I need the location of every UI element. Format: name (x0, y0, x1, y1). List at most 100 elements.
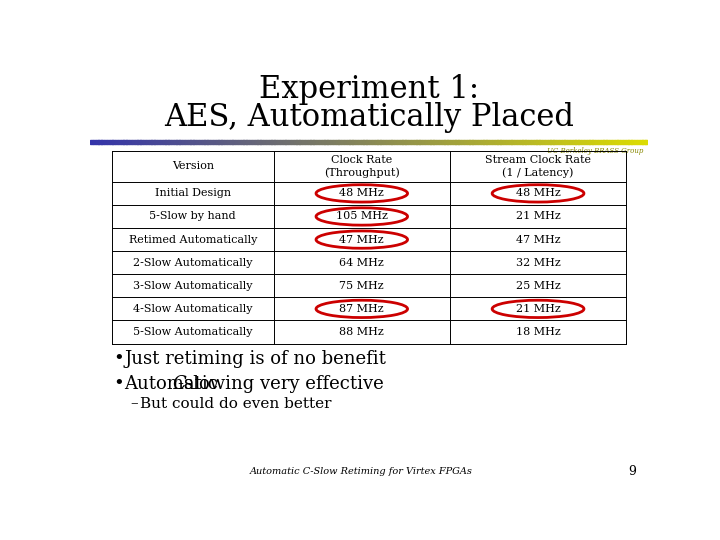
Text: AES, Automatically Placed: AES, Automatically Placed (164, 102, 574, 133)
Bar (431, 140, 433, 144)
Bar (364, 140, 366, 144)
Bar (503, 140, 506, 144)
Text: 18 MHz: 18 MHz (516, 327, 560, 337)
Bar (380, 140, 383, 144)
Bar (330, 140, 333, 144)
Bar (324, 140, 328, 144)
Bar (414, 140, 417, 144)
Bar (394, 140, 397, 144)
Bar (118, 140, 121, 144)
Text: 87 MHz: 87 MHz (340, 304, 384, 314)
Bar (124, 140, 127, 144)
Bar (310, 140, 314, 144)
Bar (171, 140, 174, 144)
Bar (481, 140, 484, 144)
Bar (534, 140, 537, 144)
Bar (163, 140, 166, 144)
Bar (243, 140, 247, 144)
Text: C: C (172, 375, 186, 393)
Bar (623, 140, 626, 144)
Bar (637, 140, 640, 144)
Bar (224, 140, 227, 144)
Bar (190, 140, 194, 144)
Bar (218, 140, 222, 144)
Text: 5-Slow Automatically: 5-Slow Automatically (133, 327, 253, 337)
Bar (505, 140, 509, 144)
Text: 5-Slow by hand: 5-Slow by hand (150, 212, 236, 221)
Bar (115, 140, 118, 144)
Bar (313, 140, 316, 144)
Bar (377, 140, 381, 144)
Bar (400, 140, 403, 144)
Text: Retimed Automatically: Retimed Automatically (129, 234, 257, 245)
Bar (93, 140, 96, 144)
Bar (322, 140, 325, 144)
Bar (358, 140, 361, 144)
Bar (196, 140, 199, 144)
Text: •: • (113, 375, 124, 393)
Bar (469, 140, 472, 144)
Bar (338, 140, 341, 144)
Bar (210, 140, 213, 144)
Text: 9: 9 (629, 465, 636, 478)
Bar (176, 140, 180, 144)
Text: 21 MHz: 21 MHz (516, 212, 560, 221)
Bar (572, 140, 576, 144)
Bar (355, 140, 359, 144)
Bar (145, 140, 149, 144)
Bar (575, 140, 579, 144)
Bar (230, 140, 233, 144)
Bar (447, 140, 450, 144)
Bar (392, 140, 395, 144)
Bar (143, 140, 146, 144)
Bar (639, 140, 643, 144)
Bar (411, 140, 414, 144)
Bar (129, 140, 132, 144)
Bar (300, 140, 302, 144)
Bar (266, 140, 269, 144)
Bar (500, 140, 503, 144)
Bar (280, 140, 283, 144)
Bar (626, 140, 629, 144)
Bar (204, 140, 207, 144)
Bar (483, 140, 487, 144)
Bar (581, 140, 584, 144)
Bar (240, 140, 244, 144)
Bar (372, 140, 375, 144)
Bar (528, 140, 531, 144)
Bar (570, 140, 573, 144)
Bar (603, 140, 606, 144)
Bar (386, 140, 389, 144)
Text: 48 MHz: 48 MHz (339, 188, 384, 198)
Bar (556, 140, 559, 144)
Bar (436, 140, 439, 144)
Bar (578, 140, 582, 144)
Bar (361, 140, 364, 144)
Bar (305, 140, 308, 144)
Bar (547, 140, 551, 144)
Bar (246, 140, 249, 144)
Bar (269, 140, 271, 144)
Bar (157, 140, 160, 144)
Bar (352, 140, 356, 144)
Bar (193, 140, 197, 144)
Bar (227, 140, 230, 144)
Bar (258, 140, 261, 144)
Bar (567, 140, 570, 144)
Bar (438, 140, 442, 144)
Bar (255, 140, 258, 144)
Bar (517, 140, 520, 144)
Bar (514, 140, 517, 144)
Bar (238, 140, 241, 144)
Text: But could do even better: But could do even better (140, 396, 331, 410)
Bar (634, 140, 637, 144)
Bar (408, 140, 411, 144)
Bar (492, 140, 495, 144)
Bar (369, 140, 372, 144)
Bar (349, 140, 353, 144)
Bar (316, 140, 319, 144)
Bar (344, 140, 347, 144)
Bar (467, 140, 470, 144)
Bar (90, 140, 93, 144)
Bar (461, 140, 464, 144)
